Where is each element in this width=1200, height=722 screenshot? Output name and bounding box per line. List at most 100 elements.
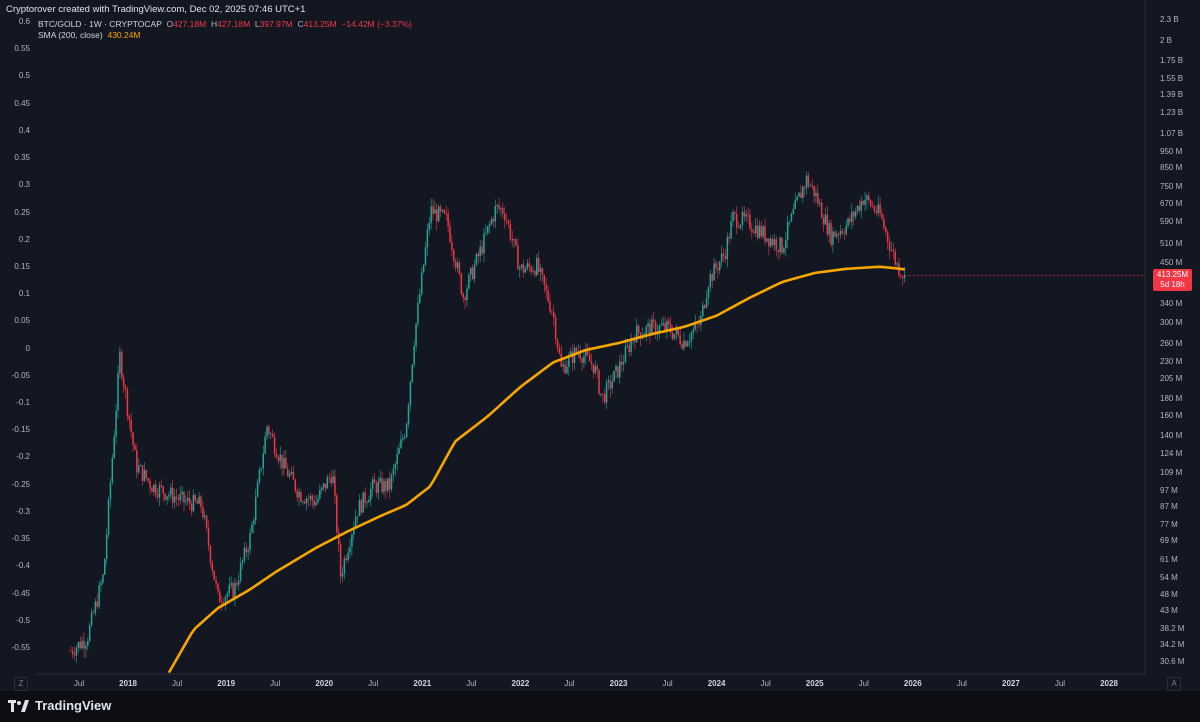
- candle-body: [860, 200, 862, 211]
- candle-body: [598, 370, 600, 394]
- left-axis-tick: 0.3: [18, 180, 30, 190]
- candle-body: [830, 223, 832, 245]
- candle-body: [809, 185, 812, 187]
- candle-body: [287, 468, 289, 477]
- right-axis-tick: 77 M: [1160, 519, 1178, 529]
- time-axis-tick: Jul: [564, 679, 575, 688]
- candle-body: [630, 340, 632, 352]
- candle-body: [866, 195, 868, 200]
- candle-body: [539, 268, 542, 272]
- candle-body: [800, 192, 802, 199]
- candle-body: [786, 222, 789, 240]
- candle-body: [303, 501, 306, 504]
- candle-body: [441, 210, 444, 212]
- candle-body: [707, 287, 710, 299]
- right-axis-tick: 54 M: [1160, 572, 1178, 582]
- candle-body: [892, 250, 895, 252]
- auto-scale-button[interactable]: A: [1167, 677, 1181, 691]
- tradingview-icon: [8, 699, 29, 712]
- candle-body: [677, 329, 680, 336]
- candle-body: [339, 544, 342, 577]
- candle-body: [173, 496, 176, 503]
- candle-body: [241, 560, 244, 564]
- right-axis-tick: 1.23 B: [1160, 108, 1184, 118]
- candle-body: [426, 229, 429, 248]
- candle-body: [337, 532, 340, 545]
- candle-body: [96, 601, 98, 607]
- candle-body: [443, 210, 446, 214]
- candle-body: [413, 345, 415, 365]
- candle-body: [409, 381, 412, 406]
- right-axis-tick: 97 M: [1160, 485, 1178, 495]
- candle-body: [637, 325, 640, 333]
- candle-body: [541, 268, 544, 276]
- candle-body: [773, 239, 776, 246]
- candle-body: [470, 267, 472, 275]
- left-axis-tick: -0.5: [16, 615, 30, 625]
- candle-body: [364, 492, 366, 504]
- right-axis-tick: 300 M: [1160, 317, 1183, 327]
- time-axis-tick: Jul: [858, 679, 869, 688]
- candle-body: [445, 213, 447, 215]
- candle-body: [864, 199, 866, 205]
- candle-body: [109, 482, 112, 500]
- candle-body: [279, 454, 281, 461]
- time-axis-tick: Jul: [1054, 679, 1066, 688]
- candle-body: [113, 436, 115, 458]
- candle-body: [77, 642, 80, 648]
- candle-body: [813, 185, 815, 197]
- candle-body: [536, 258, 538, 276]
- candle-body: [83, 640, 85, 649]
- candle-body: [288, 473, 291, 477]
- candle-body: [834, 231, 836, 237]
- left-axis-tick: -0.1: [16, 398, 30, 408]
- candle-body: [351, 534, 353, 547]
- right-axis-tick: 43 M: [1160, 606, 1178, 616]
- candle-body: [679, 335, 681, 345]
- candle-body: [107, 499, 110, 535]
- candle-body: [236, 583, 238, 585]
- candle-body: [854, 211, 857, 217]
- candle-body: [456, 262, 459, 268]
- candle-body: [156, 494, 159, 498]
- candle-body: [73, 653, 76, 656]
- candle-body: [92, 612, 95, 614]
- right-axis-tick: 260 M: [1160, 339, 1183, 349]
- candle-body: [454, 261, 457, 268]
- candle-body: [430, 206, 432, 223]
- close-value: 413.25M: [303, 19, 337, 29]
- candle-body: [268, 426, 270, 434]
- candle-body: [845, 225, 847, 235]
- right-axis-tick: 30.6 M: [1160, 657, 1185, 667]
- candle-body: [873, 206, 876, 212]
- candle-body: [271, 433, 274, 437]
- zoom-button[interactable]: Z: [14, 677, 28, 691]
- candle-body: [309, 495, 312, 499]
- candle-body: [798, 192, 800, 198]
- candle-body: [585, 350, 587, 357]
- sma-value: 430.24M: [107, 30, 141, 40]
- close-label: C: [297, 19, 304, 29]
- candle-body: [102, 574, 104, 583]
- candle-body: [247, 550, 249, 553]
- time-axis-tick: Jul: [171, 679, 183, 688]
- candle-body: [394, 464, 397, 469]
- candle-body: [734, 212, 736, 214]
- time-axis-tick: Jul: [73, 679, 85, 688]
- candle-body: [300, 492, 302, 502]
- candle-body: [147, 478, 149, 481]
- candle-body: [500, 208, 502, 210]
- candle-body: [360, 500, 363, 513]
- candle-body: [124, 386, 127, 390]
- candle-body: [366, 502, 368, 504]
- candle-body: [136, 450, 138, 473]
- last-price-value: 413.25M: [1156, 270, 1189, 279]
- sma-legend: SMA (200, close) 430.24M: [38, 30, 141, 40]
- candle-body: [762, 226, 764, 237]
- candle-body: [818, 202, 821, 204]
- right-axis-tick: 1.55 B: [1160, 73, 1184, 83]
- candle-body: [515, 239, 517, 246]
- candle-body: [526, 263, 529, 269]
- candle-body: [779, 237, 781, 253]
